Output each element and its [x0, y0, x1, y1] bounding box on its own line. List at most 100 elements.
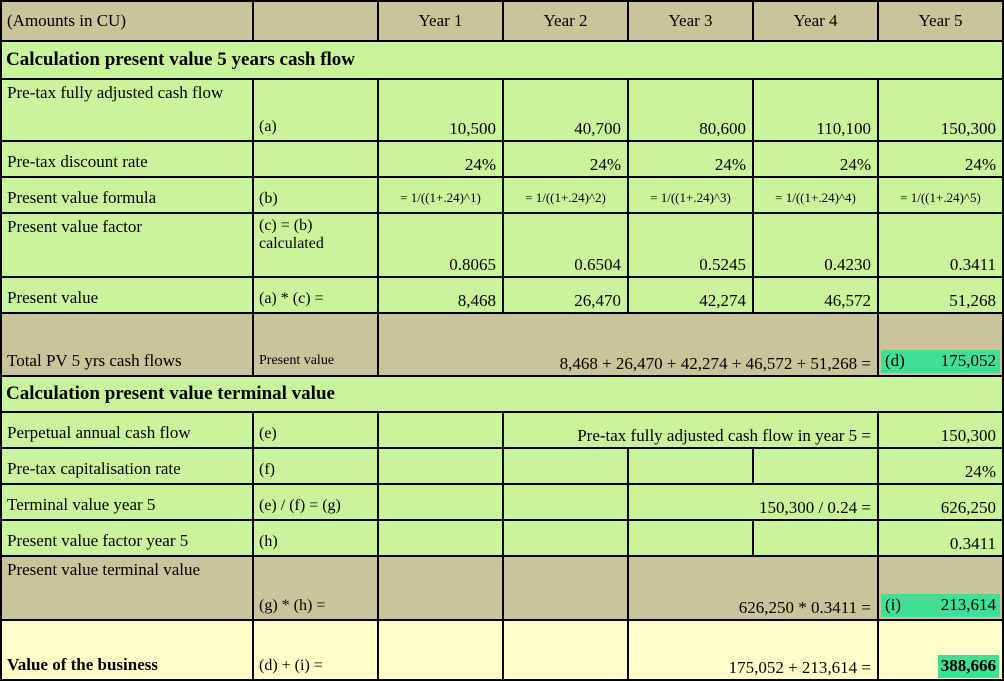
formula-cell: = 1/((1+.24)^4) — [752, 176, 879, 214]
value-cell: 0.8065 — [377, 212, 504, 278]
ref-cell: (a) * (c) = — [252, 276, 379, 314]
amounts-in-cu-label: (Amounts in CU) — [0, 0, 254, 42]
ref-cell: (f) — [252, 447, 379, 485]
row-label: Pre-tax capitalisation rate — [0, 447, 254, 485]
section2-title: Calculation present value terminal value — [0, 375, 1004, 413]
business-value-row: Value of the business (d) + (i) = 175,05… — [0, 619, 1004, 681]
empty-cell — [502, 555, 629, 621]
ref-cell: (b) — [252, 176, 379, 214]
empty-cell — [502, 619, 629, 681]
formula-cell: = 1/((1+.24)^3) — [627, 176, 754, 214]
value-cell: 40,700 — [502, 78, 629, 142]
cash-flow-row: Pre-tax fully adjusted cash flow (a) 10,… — [0, 78, 1004, 142]
ref-cell: (g) * (h) = — [252, 555, 379, 621]
calc-formula-cell: 150,300 / 0.24 = — [627, 483, 879, 521]
value-cell: 8,468 — [377, 276, 504, 314]
value-cell: 26,470 — [502, 276, 629, 314]
row-label: Terminal value year 5 — [0, 483, 254, 521]
pv-factor-row: Present value factor (c) = (b) calculate… — [0, 212, 1004, 278]
result-value: 175,052 — [940, 351, 996, 370]
year-1-header: Year 1 — [377, 0, 504, 42]
row-label: Present value terminal value — [0, 555, 254, 621]
row-label: Present value — [0, 276, 254, 314]
value-cell: 24% — [377, 140, 504, 178]
row-label: Total PV 5 yrs cash flows — [0, 312, 254, 377]
perpetual-cash-flow-row: Perpetual annual cash flow (e) Pre-tax f… — [0, 411, 1004, 449]
empty-cell — [502, 519, 629, 557]
terminal-value-row: Terminal value year 5 (e) / (f) = (g) 15… — [0, 483, 1004, 521]
year-3-header: Year 3 — [627, 0, 754, 42]
value-cell: 51,268 — [877, 276, 1004, 314]
pv-factor-y5-row: Present value factor year 5 (h) 0.3411 — [0, 519, 1004, 557]
value-cell: 24% — [627, 140, 754, 178]
empty-cell — [377, 411, 504, 449]
year-4-header: Year 4 — [752, 0, 879, 42]
empty-cell — [377, 519, 504, 557]
row-label: Pre-tax fully adjusted cash flow — [0, 78, 254, 142]
value-cell: 46,572 — [752, 276, 879, 314]
discount-rate-row: Pre-tax discount rate 24% 24% 24% 24% 24… — [0, 140, 1004, 178]
empty-cell — [752, 519, 879, 557]
formula-description-cell: Pre-tax fully adjusted cash flow in year… — [502, 411, 879, 449]
sum-formula-cell: 8,468 + 26,470 + 42,274 + 46,572 + 51,26… — [377, 312, 879, 377]
result-ref-label: (d) — [885, 351, 905, 370]
row-label: Value of the business — [0, 619, 254, 681]
empty-cell — [752, 447, 879, 485]
ref-cell: (h) — [252, 519, 379, 557]
empty-cell — [377, 447, 504, 485]
ref-cell: (e) / (f) = (g) — [252, 483, 379, 521]
value-cell: 24% — [877, 447, 1004, 485]
row-label: Pre-tax discount rate — [0, 140, 254, 178]
value-cell: 0.4230 — [752, 212, 879, 278]
section1-title-row: Calculation present value 5 years cash f… — [0, 40, 1004, 80]
empty-cell — [377, 555, 504, 621]
cap-rate-row: Pre-tax capitalisation rate (f) 24% — [0, 447, 1004, 485]
formula-cell: = 1/((1+.24)^1) — [377, 176, 504, 214]
year-5-header: Year 5 — [877, 0, 1004, 42]
value-cell: 0.6504 — [502, 212, 629, 278]
empty-cell — [627, 519, 754, 557]
value-cell: 0.3411 — [877, 519, 1004, 557]
empty-cell — [252, 0, 379, 42]
value-cell: 24% — [502, 140, 629, 178]
value-cell: 24% — [877, 140, 1004, 178]
value-cell: 42,274 — [627, 276, 754, 314]
row-label: Present value formula — [0, 176, 254, 214]
ref-cell: (d) + (i) = — [252, 619, 379, 681]
ref-cell — [252, 140, 379, 178]
highlighted-final-value: 388,666 — [937, 655, 999, 678]
value-cell: 10,500 — [377, 78, 504, 142]
section1-title: Calculation present value 5 years cash f… — [0, 40, 1004, 80]
total-pv-row: Total PV 5 yrs cash flows Present value … — [0, 312, 1004, 377]
empty-cell — [502, 447, 629, 485]
formula-cell: = 1/((1+.24)^2) — [502, 176, 629, 214]
year-2-header: Year 2 — [502, 0, 629, 42]
value-cell: 24% — [752, 140, 879, 178]
ref-cell: (e) — [252, 411, 379, 449]
pv-terminal-row: Present value terminal value (g) * (h) =… — [0, 555, 1004, 621]
result-value: 213,614 — [940, 595, 996, 614]
final-result-cell: 388,666 — [877, 619, 1004, 681]
value-cell: 150,300 — [877, 78, 1004, 142]
result-cell-i: (i) 213,614 — [877, 555, 1004, 621]
empty-cell — [377, 619, 504, 681]
highlighted-result: (i) 213,614 — [881, 594, 1000, 617]
ref-cell: Present value — [252, 312, 379, 377]
value-cell: 0.5245 — [627, 212, 754, 278]
value-cell: 80,600 — [627, 78, 754, 142]
ref-cell: (a) — [252, 78, 379, 142]
formula-cell: = 1/((1+.24)^5) — [877, 176, 1004, 214]
value-cell: 110,100 — [752, 78, 879, 142]
row-label: Present value factor — [0, 212, 254, 278]
empty-cell — [627, 447, 754, 485]
present-value-row: Present value (a) * (c) = 8,468 26,470 4… — [0, 276, 1004, 314]
result-cell-d: (d) 175,052 — [877, 312, 1004, 377]
header-row: (Amounts in CU) Year 1 Year 2 Year 3 Yea… — [0, 0, 1004, 42]
value-cell: 150,300 — [877, 411, 1004, 449]
row-label: Present value factor year 5 — [0, 519, 254, 557]
calc-formula-cell: 626,250 * 0.3411 = — [627, 555, 879, 621]
ref-cell: (c) = (b) calculated — [252, 212, 379, 278]
empty-cell — [502, 483, 629, 521]
